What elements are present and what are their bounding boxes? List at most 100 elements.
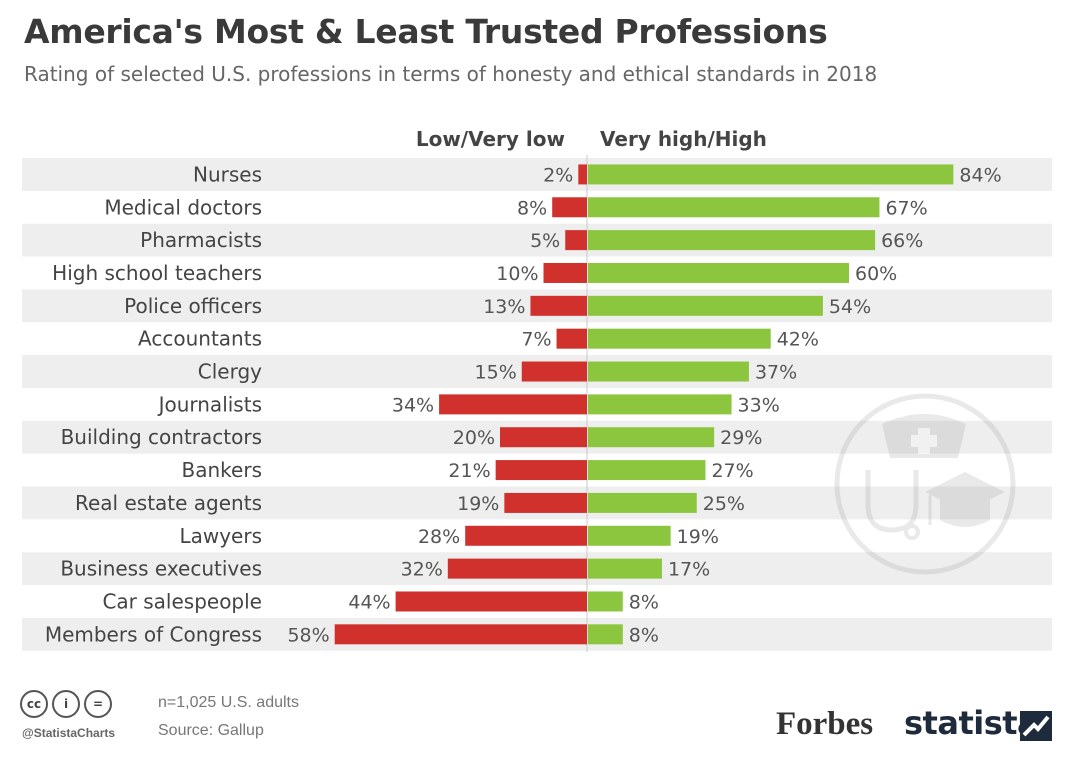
chart-row: Car salespeople 44% 8% [102, 589, 659, 613]
row-stripe [22, 223, 1052, 257]
bar-low [447, 558, 587, 579]
chart-subtitle: Rating of selected U.S. professions in t… [24, 62, 878, 86]
bar-low-label: 5% [530, 230, 560, 252]
chart-row: Accountants 7% 42% [138, 327, 819, 351]
statista-handle: @StatistaCharts [22, 726, 116, 740]
chart-row: Clergy 15% 37% [198, 360, 797, 384]
chart-row: Nurses 2% 84% [193, 162, 1002, 186]
cc-icon: cc [20, 690, 48, 718]
bar-high-label: 60% [855, 263, 897, 285]
license-icons: cc i = [20, 690, 112, 718]
bar-high [588, 262, 849, 283]
bar-low-label: 58% [287, 624, 329, 646]
category-label: Pharmacists [140, 228, 262, 252]
bar-low-label: 10% [496, 263, 538, 285]
bar-high [588, 591, 623, 612]
bar-high [588, 328, 771, 349]
person-icon: i [52, 690, 80, 718]
category-label: Building contractors [61, 425, 262, 449]
bar-low-label: 19% [457, 493, 499, 515]
bar-high [588, 427, 715, 448]
chart-rows: Nurses 2% 84% Medical doctors 8% 67% Pharmacis… [45, 162, 1002, 646]
category-label: Nurses [193, 162, 262, 186]
bar-high-label: 66% [881, 230, 923, 252]
bar-low [500, 427, 587, 448]
bar-low [543, 262, 587, 283]
bar-high [588, 525, 671, 546]
category-label: Police officers [124, 294, 262, 318]
category-label: Car salespeople [102, 589, 262, 613]
bar-high-label: 37% [755, 362, 797, 384]
category-label: Accountants [138, 327, 262, 351]
bar-low [495, 460, 587, 481]
bar-low [552, 197, 587, 218]
chart-row: Journalists 34% 33% [157, 392, 780, 416]
category-label: Clergy [198, 360, 262, 384]
statista-logo: statista [904, 704, 1039, 742]
category-label: High school teachers [52, 261, 262, 285]
bar-high-label: 8% [629, 624, 659, 646]
bar-low [556, 328, 587, 349]
bar-low-label: 8% [517, 197, 547, 219]
chart-row: Bankers 21% 27% [182, 458, 754, 482]
bar-high-label: 27% [711, 460, 753, 482]
bar-high-label: 42% [777, 329, 819, 351]
category-label: Business executives [60, 557, 262, 581]
bar-low [395, 591, 587, 612]
bar-low-label: 7% [521, 329, 551, 351]
source-note: Source: Gallup [158, 722, 264, 739]
chart-row: Police officers 13% 54% [124, 294, 871, 318]
bar-low-label: 2% [543, 164, 573, 186]
bar-high [588, 164, 954, 185]
bar-high-label: 84% [959, 164, 1001, 186]
legend-low: Low/Very low [416, 127, 565, 151]
bar-high-label: 54% [829, 296, 871, 318]
bar-low-label: 44% [348, 591, 390, 613]
bar-high-label: 19% [677, 526, 719, 548]
bar-low-label: 20% [453, 427, 495, 449]
bar-high [588, 460, 706, 481]
bar-high [588, 230, 876, 251]
chart-row: Business executives 32% 17% [60, 557, 710, 581]
category-label: Medical doctors [104, 195, 262, 219]
bar-high [588, 624, 623, 645]
bar-high [588, 492, 697, 513]
bar-high [588, 295, 823, 316]
bar-high-label: 33% [738, 394, 780, 416]
bar-high [588, 558, 662, 579]
chart-row: Pharmacists 5% 66% [140, 228, 923, 252]
bar-high-label: 25% [703, 493, 745, 515]
bar-low [521, 361, 587, 382]
bar-high [588, 197, 880, 218]
bar-low [334, 624, 587, 645]
bar-high-label: 8% [629, 591, 659, 613]
bar-low-label: 13% [483, 296, 525, 318]
sample-note: n=1,025 U.S. adults [158, 694, 299, 711]
bar-low-label: 21% [448, 460, 490, 482]
chart-row: High school teachers 10% 60% [52, 261, 897, 285]
category-label: Lawyers [179, 524, 262, 548]
category-label: Members of Congress [45, 622, 262, 646]
chart-row: Lawyers 28% 19% [179, 524, 718, 548]
bar-low [465, 525, 587, 546]
category-label: Journalists [157, 392, 262, 416]
bar-high-label: 67% [885, 197, 927, 219]
statista-mark-icon [1020, 711, 1052, 741]
trust-bar-chart: Low/Very low Very high/High Nurses 2% 84% M… [22, 127, 1052, 652]
bar-low-label: 15% [475, 362, 517, 384]
chart-row: Members of Congress 58% 8% [45, 622, 659, 646]
bar-low-label: 28% [418, 526, 460, 548]
bar-low [565, 230, 587, 251]
bar-low-label: 32% [401, 559, 443, 581]
equals-icon: = [84, 690, 112, 718]
chart-title: America's Most & Least Trusted Professio… [24, 12, 828, 51]
bar-high [588, 361, 749, 382]
chart-row: Medical doctors 8% 67% [104, 195, 927, 219]
bar-low-label: 34% [392, 394, 434, 416]
category-label: Bankers [182, 458, 262, 482]
bar-low [530, 295, 587, 316]
profession-watermark-icon [834, 393, 1016, 575]
category-label: Real estate agents [75, 491, 262, 515]
bar-low [504, 492, 587, 513]
bar-low [578, 164, 587, 185]
